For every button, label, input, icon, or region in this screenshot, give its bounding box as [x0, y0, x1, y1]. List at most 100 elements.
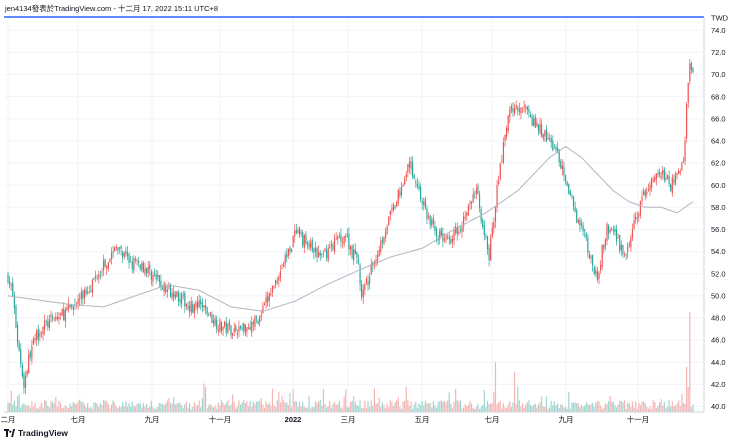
volume-bar: [42, 407, 44, 412]
x-tick-label: 二月: [1, 415, 16, 424]
volume-bar: [204, 387, 207, 412]
candle: [211, 314, 213, 323]
candle: [155, 274, 157, 280]
candle: [478, 194, 481, 208]
volume-bar: [308, 396, 310, 412]
candle: [79, 299, 81, 301]
volume-bar: [56, 406, 58, 412]
candle: [67, 303, 70, 310]
candle: [604, 239, 606, 247]
candle: [308, 243, 310, 248]
volume-bar: [480, 406, 482, 412]
candle: [612, 230, 614, 231]
candle: [295, 230, 297, 233]
y-tick-label: 48.0: [711, 314, 726, 323]
candle: [18, 342, 20, 351]
candle: [510, 105, 512, 111]
candle: [558, 149, 560, 163]
candle: [488, 247, 490, 261]
y-tick-label: 66.0: [711, 114, 726, 123]
volume-bar: [488, 404, 490, 412]
candle: [595, 270, 597, 274]
candle: [71, 304, 73, 308]
volume-bar: [547, 408, 549, 412]
volume-bar: [174, 404, 176, 412]
candle: [378, 250, 380, 257]
volume-bar: [161, 403, 164, 412]
candle: [275, 279, 277, 286]
volume-bar: [262, 404, 264, 412]
volume-bar: [361, 408, 363, 412]
volume-bar: [399, 407, 401, 412]
volume-bar: [120, 407, 122, 412]
volume-bar: [24, 405, 27, 412]
candle: [61, 309, 63, 316]
candle: [284, 255, 286, 265]
volume-bar: [91, 408, 94, 412]
candle: [346, 234, 348, 236]
volume-bar: [203, 383, 205, 412]
candle: [115, 246, 117, 248]
volume-bar: [338, 400, 340, 412]
candle: [498, 180, 500, 184]
volume-bar: [324, 403, 326, 412]
candle: [585, 233, 587, 239]
candle: [636, 217, 638, 219]
volume-bar: [386, 403, 388, 412]
volume-bar: [59, 403, 62, 412]
volume-bar: [609, 396, 611, 412]
volume-bar: [145, 403, 148, 412]
volume-bar: [21, 404, 23, 412]
candle: [267, 296, 269, 302]
volume-bar: [311, 407, 313, 412]
volume-bar: [499, 400, 501, 412]
volume-bar: [163, 405, 165, 412]
candle: [448, 237, 450, 240]
volume-bar: [439, 401, 441, 412]
volume-bar: [620, 400, 622, 412]
volume-bar: [373, 388, 375, 412]
candle: [623, 255, 626, 256]
volume-bar: [402, 401, 404, 412]
candle: [357, 259, 360, 263]
candle: [24, 375, 27, 388]
volume-bar: [284, 402, 286, 412]
candle: [298, 228, 301, 235]
volume-bar: [611, 401, 613, 412]
volume-bar: [482, 404, 484, 412]
volume-bar: [375, 403, 377, 412]
candle: [437, 238, 439, 241]
candle: [327, 247, 329, 261]
volume-bar: [658, 402, 661, 412]
volume-bar: [238, 400, 240, 412]
volume-bar: [224, 404, 226, 412]
volume-bar: [682, 403, 685, 412]
volume-bar: [432, 401, 434, 412]
volume-bar: [378, 397, 380, 412]
volume-bar: [181, 405, 183, 412]
candle: [564, 175, 567, 182]
volume-bar: [134, 406, 137, 412]
candle: [523, 105, 525, 108]
volume-bar: [294, 401, 296, 412]
volume-bar: [302, 401, 304, 412]
volume-bar: [177, 402, 180, 412]
volume-bar: [260, 398, 262, 412]
volume-bar: [273, 404, 275, 412]
volume-bar: [211, 406, 213, 412]
volume-bar: [478, 408, 481, 412]
volume-bar: [381, 402, 383, 412]
volume-bar: [574, 402, 576, 412]
volume-bar: [289, 392, 291, 412]
volume-bar: [365, 407, 368, 412]
candle: [53, 319, 55, 321]
candle: [260, 314, 262, 317]
volume-bar: [169, 403, 172, 412]
candle: [579, 219, 581, 226]
volume-bar: [20, 407, 22, 412]
volume-bar: [104, 400, 106, 412]
volume-bar: [644, 403, 646, 412]
tradingview-brand[interactable]: TradingView: [4, 428, 68, 438]
candle: [343, 235, 345, 245]
